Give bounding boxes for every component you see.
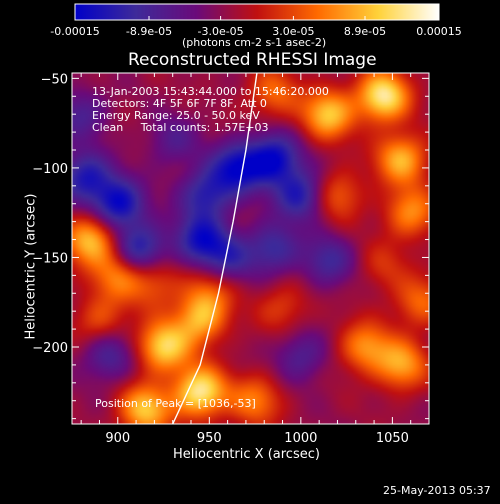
colorbar-unit-label: (photons cm-2 s-1 asec-2) [182, 36, 327, 49]
y-axis-label: Heliocentric Y (arcsec) [23, 193, 39, 340]
x-tick-label: 1000 [284, 431, 317, 446]
chart-title: Reconstructed RHESSI Image [128, 50, 377, 70]
colorbar-tick-label: -3.0e-05 [197, 25, 243, 38]
colorbar-gradient [74, 3, 440, 21]
x-tick-label: 1050 [376, 431, 409, 446]
axes: 900 950 1000 1050 −50 −100 −150 −200 [32, 72, 430, 446]
colorbar-tick-label: 3.0e-05 [272, 25, 314, 38]
annotation-energy: Energy Range: 25.0 - 50.0 keV [92, 109, 260, 122]
x-axis-label: Heliocentric X (arcsec) [173, 447, 320, 462]
heatmap-raster [72, 73, 429, 424]
colorbar-tick-label: -0.00015 [50, 25, 99, 38]
annotation-detectors: Detectors: 4F 5F 6F 7F 8F, Att 0 [92, 97, 267, 110]
colorbar-tick-label: -8.9e-05 [126, 25, 172, 38]
y-tick-label: −100 [32, 162, 68, 177]
x-tick-label: 900 [105, 431, 130, 446]
heatmap-image [72, 73, 429, 424]
colorbar: -0.00015 -8.9e-05 -3.0e-05 3.0e-05 8.9e-05 0.… [50, 3, 462, 38]
y-tick-label: −200 [32, 341, 68, 356]
limb-line [172, 73, 258, 424]
annotation-time: 13-Jan-2003 15:43:44.000 to 15:46:20.000 [92, 85, 329, 98]
peak-position-label: Position of Peak = [1036,-53] [95, 397, 256, 410]
annotation-counts: Clean Total counts: 1.57E+03 [92, 121, 269, 134]
y-tick-label: −50 [41, 72, 68, 87]
plot-frame [71, 72, 430, 425]
colorbar-tick-label: 8.9e-05 [344, 25, 386, 38]
footer-timestamp: 25-May-2013 05:37 [383, 484, 491, 497]
solar-limb [172, 73, 258, 424]
y-tick-label: −150 [32, 251, 68, 266]
x-tick-label: 950 [197, 431, 222, 446]
colorbar-tick-label: 0.00015 [416, 25, 462, 38]
